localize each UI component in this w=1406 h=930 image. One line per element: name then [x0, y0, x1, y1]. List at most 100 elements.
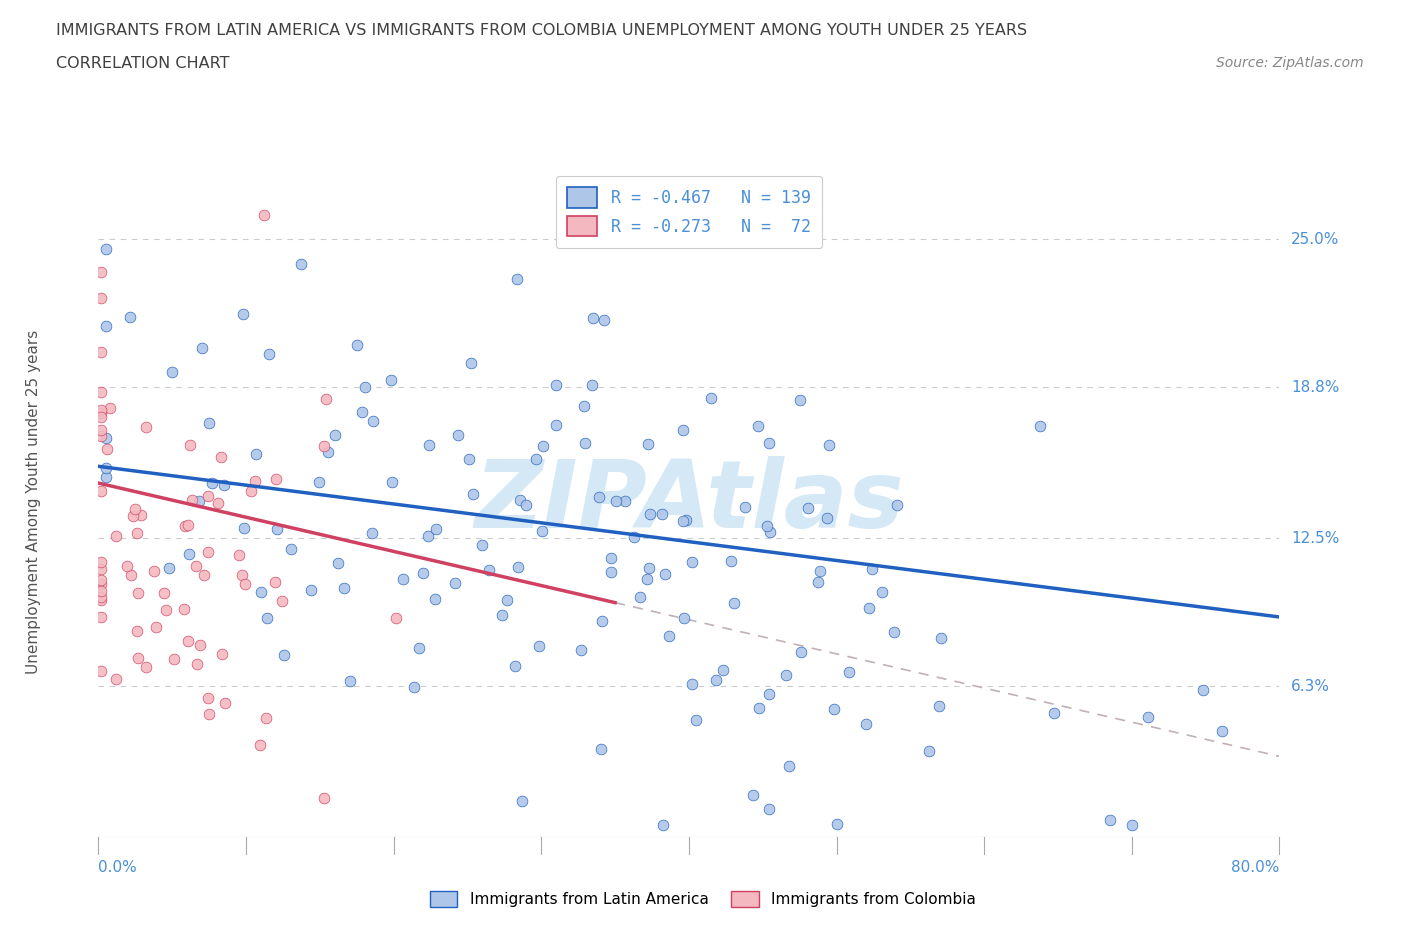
Text: IMMIGRANTS FROM LATIN AMERICA VS IMMIGRANTS FROM COLOMBIA UNEMPLOYMENT AMONG YOU: IMMIGRANTS FROM LATIN AMERICA VS IMMIGRA…: [56, 23, 1028, 38]
Text: 18.8%: 18.8%: [1291, 380, 1340, 395]
Point: [312, 790, 335, 805]
Point: [193, 567, 215, 582]
Point: [447, 428, 470, 443]
Point: [163, 652, 186, 667]
Point: [858, 601, 880, 616]
Point: [243, 474, 266, 489]
Point: [249, 737, 271, 752]
Point: [135, 419, 157, 434]
Point: [94, 318, 117, 333]
Point: [228, 547, 250, 562]
Point: [638, 506, 661, 521]
Point: [720, 553, 742, 568]
Point: [124, 502, 146, 517]
Point: [90, 562, 112, 577]
Point: [122, 509, 145, 524]
Point: [778, 759, 800, 774]
Point: [734, 499, 756, 514]
Point: [524, 451, 547, 466]
Legend: Immigrants from Latin America, Immigrants from Colombia: Immigrants from Latin America, Immigrant…: [423, 884, 983, 913]
Point: [173, 602, 195, 617]
Point: [181, 493, 204, 508]
Point: [886, 497, 908, 512]
Point: [591, 741, 613, 756]
Point: [775, 668, 797, 683]
Text: 0.0%: 0.0%: [98, 860, 138, 875]
Point: [704, 672, 727, 687]
Point: [211, 646, 233, 661]
Point: [581, 378, 603, 392]
Point: [328, 555, 350, 570]
Point: [90, 429, 112, 444]
Point: [825, 817, 848, 831]
Point: [747, 418, 769, 433]
Point: [98, 401, 121, 416]
Text: Source: ZipAtlas.com: Source: ZipAtlas.com: [1216, 56, 1364, 70]
Text: ZIPAtlas: ZIPAtlas: [474, 457, 904, 548]
Point: [569, 643, 592, 658]
Point: [402, 680, 425, 695]
Point: [339, 673, 361, 688]
Point: [249, 585, 271, 600]
Point: [418, 437, 440, 452]
Point: [588, 490, 610, 505]
Point: [90, 592, 112, 607]
Point: [315, 392, 337, 406]
Point: [179, 438, 201, 453]
Point: [145, 619, 167, 634]
Point: [425, 591, 447, 606]
Point: [593, 312, 616, 327]
Point: [572, 399, 595, 414]
Point: [380, 373, 402, 388]
Point: [392, 571, 415, 586]
Point: [510, 794, 533, 809]
Point: [188, 494, 211, 509]
Point: [758, 525, 780, 539]
Point: [1121, 817, 1143, 832]
Point: [700, 391, 723, 405]
Point: [120, 310, 142, 325]
Point: [90, 573, 112, 588]
Point: [1043, 706, 1066, 721]
Point: [815, 511, 838, 525]
Point: [254, 711, 277, 725]
Point: [741, 788, 763, 803]
Point: [658, 628, 681, 643]
Text: Unemployment Among Youth under 25 years: Unemployment Among Youth under 25 years: [25, 330, 41, 674]
Point: [90, 345, 112, 360]
Text: 25.0%: 25.0%: [1291, 232, 1340, 246]
Point: [314, 439, 336, 454]
Point: [808, 564, 831, 578]
Point: [94, 470, 117, 485]
Point: [491, 608, 513, 623]
Point: [675, 512, 697, 527]
Point: [177, 547, 200, 562]
Point: [503, 658, 526, 673]
Point: [361, 413, 384, 428]
Point: [838, 665, 860, 680]
Point: [256, 611, 278, 626]
Point: [758, 687, 780, 702]
Point: [931, 631, 953, 645]
Point: [1211, 724, 1233, 738]
Point: [129, 507, 152, 522]
Point: [807, 574, 830, 589]
Point: [506, 272, 529, 286]
Point: [681, 676, 703, 691]
Legend: R = -0.467   N = 139, R = -0.273   N =  72: R = -0.467 N = 139, R = -0.273 N = 72: [555, 176, 823, 248]
Point: [354, 379, 377, 394]
Point: [544, 378, 567, 392]
Point: [352, 405, 374, 419]
Point: [90, 609, 112, 624]
Point: [231, 568, 253, 583]
Point: [1137, 710, 1160, 724]
Point: [758, 435, 780, 450]
Point: [883, 625, 905, 640]
Point: [723, 595, 745, 610]
Point: [623, 529, 645, 544]
Point: [672, 514, 695, 529]
Point: [263, 574, 285, 589]
Point: [105, 529, 128, 544]
Point: [381, 474, 404, 489]
Point: [671, 422, 693, 437]
